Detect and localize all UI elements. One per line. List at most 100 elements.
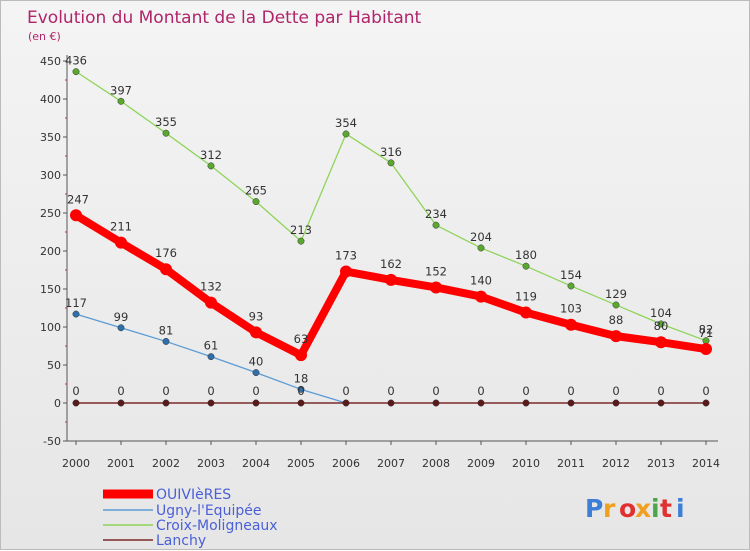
y-tick-label: 300 xyxy=(40,169,61,182)
data-point xyxy=(117,324,125,332)
data-point xyxy=(297,237,305,245)
legend: OUIVIèRESUgny-l'EquipéeCroix-MoligneauxL… xyxy=(103,487,278,549)
data-label: 0 xyxy=(657,384,664,398)
data-point xyxy=(297,385,305,393)
y-tick-label: 150 xyxy=(40,283,61,296)
x-tick-label: 2013 xyxy=(647,457,675,470)
x-tick-label: 2004 xyxy=(242,457,270,470)
data-label: 0 xyxy=(522,384,529,398)
data-point xyxy=(432,221,440,229)
logo-letter: x xyxy=(635,494,651,523)
data-label: 99 xyxy=(114,310,129,324)
data-point xyxy=(340,265,352,278)
data-point xyxy=(117,97,125,105)
y-tick-label: 450 xyxy=(40,55,61,68)
data-point xyxy=(252,399,260,407)
data-label: 0 xyxy=(567,384,574,398)
data-label: 81 xyxy=(159,323,174,337)
data-label: 82 xyxy=(699,323,714,337)
y-tick-label: 400 xyxy=(40,93,61,106)
data-label: 0 xyxy=(297,384,304,398)
data-point xyxy=(162,399,170,407)
data-point xyxy=(385,273,397,286)
data-point xyxy=(205,296,217,309)
x-tick-label: 2007 xyxy=(377,457,405,470)
data-label: 0 xyxy=(117,384,124,398)
x-tick-label: 2012 xyxy=(602,457,630,470)
data-label: 436 xyxy=(65,54,87,68)
data-label: 173 xyxy=(335,249,357,263)
data-label: 0 xyxy=(342,384,349,398)
y-tick-label: 100 xyxy=(40,321,61,334)
data-point xyxy=(432,399,440,407)
y-axis-unit: (en €) xyxy=(28,30,61,43)
data-point xyxy=(387,159,395,167)
data-label: 204 xyxy=(470,230,492,244)
data-label: 63 xyxy=(294,332,309,346)
data-point xyxy=(610,330,622,343)
data-label: 0 xyxy=(702,384,709,398)
data-label: 117 xyxy=(65,296,87,310)
data-label: 103 xyxy=(560,302,582,316)
data-label: 119 xyxy=(515,290,537,304)
x-tick-label: 2003 xyxy=(197,457,225,470)
chart-title: Evolution du Montant de la Dette par Hab… xyxy=(27,8,422,28)
data-label: 152 xyxy=(425,264,447,278)
series-layer xyxy=(70,68,712,407)
data-labels-layer: 247 211 176 132 93 63 173 162 152 140 119 103 88 80 71… xyxy=(65,54,713,398)
data-label: 354 xyxy=(335,116,357,130)
data-point xyxy=(522,262,530,270)
data-label: 88 xyxy=(609,313,624,327)
data-label: 0 xyxy=(387,384,394,398)
data-label: 180 xyxy=(515,248,537,262)
x-tick-label: 2009 xyxy=(467,457,495,470)
legend-label-3: Lanchy xyxy=(156,533,206,549)
data-label: 0 xyxy=(207,384,214,398)
data-point xyxy=(342,399,350,407)
data-point xyxy=(117,399,125,407)
x-tick-label: 2002 xyxy=(152,457,180,470)
data-point xyxy=(567,399,575,407)
data-label: 104 xyxy=(650,306,672,320)
data-label: 0 xyxy=(72,384,79,398)
data-point xyxy=(72,310,80,318)
data-label: 247 xyxy=(67,192,89,206)
x-tick-label: 2010 xyxy=(512,457,540,470)
data-label: 0 xyxy=(252,384,259,398)
data-label: 355 xyxy=(155,115,177,129)
data-point xyxy=(522,399,530,407)
data-label: 316 xyxy=(380,145,402,159)
y-tick-label: 0 xyxy=(54,397,61,410)
data-label: 0 xyxy=(612,384,619,398)
logo-letter: r xyxy=(603,494,616,523)
data-label: 211 xyxy=(110,220,132,234)
data-point xyxy=(612,399,620,407)
data-label: 0 xyxy=(477,384,484,398)
data-label: 80 xyxy=(654,319,669,333)
legend-label-2: Croix-Moligneaux xyxy=(156,518,278,534)
data-point xyxy=(70,209,82,222)
data-point xyxy=(162,337,170,345)
data-point xyxy=(207,162,215,170)
data-point xyxy=(477,244,485,252)
y-tick-label: 50 xyxy=(47,359,61,372)
data-point xyxy=(612,301,620,309)
data-point xyxy=(252,369,260,377)
y-tick-label: 250 xyxy=(40,207,61,220)
data-point xyxy=(520,306,532,319)
data-label: 71 xyxy=(699,326,714,340)
x-tick-label: 2014 xyxy=(692,457,720,470)
data-label: 40 xyxy=(249,355,264,369)
data-point xyxy=(702,399,710,407)
data-point xyxy=(250,326,262,339)
data-point xyxy=(700,343,712,356)
y-tick-label: 200 xyxy=(40,245,61,258)
data-point xyxy=(162,129,170,137)
x-tick-label: 2006 xyxy=(332,457,360,470)
data-label: 265 xyxy=(245,184,267,198)
data-point xyxy=(252,198,260,206)
data-point xyxy=(430,281,442,294)
x-tick-label: 2011 xyxy=(557,457,585,470)
